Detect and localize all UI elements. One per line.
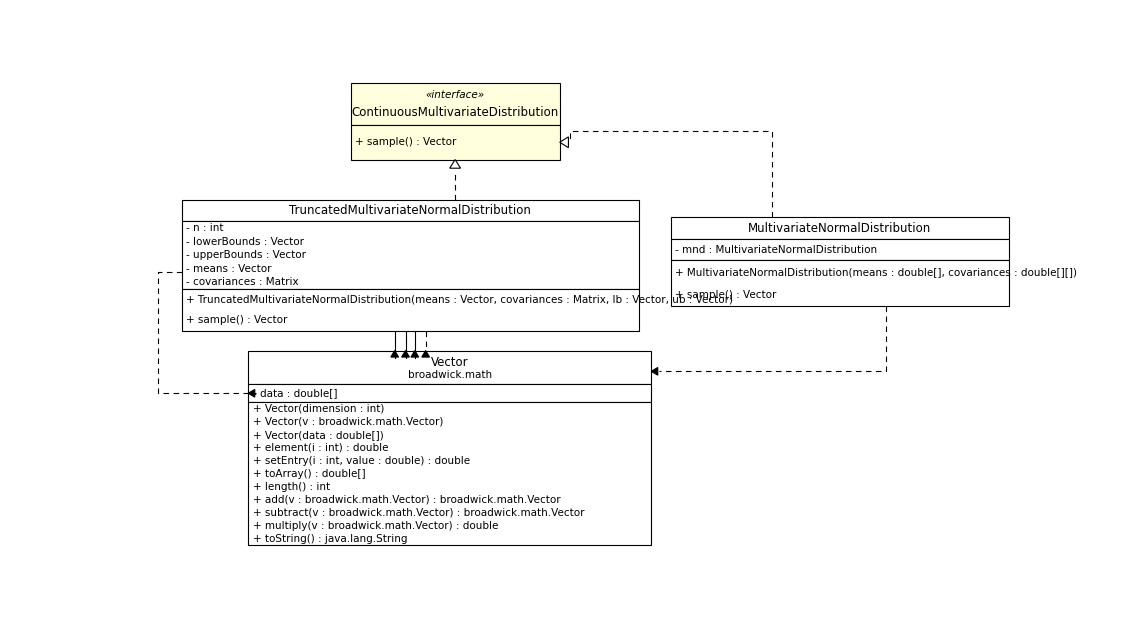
Text: + Vector(dimension : int): + Vector(dimension : int) (253, 404, 384, 414)
Text: - means : Vector: - means : Vector (186, 263, 271, 273)
Polygon shape (391, 351, 399, 357)
Text: TruncatedMultivariateNormalDistribution: TruncatedMultivariateNormalDistribution (289, 204, 531, 217)
Text: Vector: Vector (431, 356, 469, 369)
Polygon shape (651, 368, 658, 375)
Text: - data : double[]: - data : double[] (253, 388, 338, 398)
Text: + Vector(data : double[]): + Vector(data : double[]) (253, 430, 383, 440)
Text: «interface»: «interface» (426, 90, 485, 100)
Text: - mnd : MultivariateNormalDistribution: - mnd : MultivariateNormalDistribution (676, 245, 877, 255)
Text: + length() : int: + length() : int (253, 482, 330, 492)
Polygon shape (249, 389, 254, 397)
Text: + multiply(v : broadwick.math.Vector) : double: + multiply(v : broadwick.math.Vector) : … (253, 521, 498, 531)
Bar (350, 82, 559, 125)
Text: + element(i : int) : double: + element(i : int) : double (253, 442, 389, 452)
Bar (670, 239, 1009, 260)
Text: + Vector(v : broadwick.math.Vector): + Vector(v : broadwick.math.Vector) (253, 417, 443, 427)
Bar (182, 289, 638, 331)
Bar (249, 351, 651, 384)
Text: broadwick.math: broadwick.math (408, 370, 492, 380)
Bar (182, 221, 638, 289)
Text: + sample() : Vector: + sample() : Vector (186, 315, 287, 325)
Text: + TruncatedMultivariateNormalDistribution(means : Vector, covariances : Matrix, : + TruncatedMultivariateNormalDistributio… (186, 295, 733, 305)
Text: + setEntry(i : int, value : double) : double: + setEntry(i : int, value : double) : do… (253, 456, 470, 466)
Bar (670, 260, 1009, 306)
Text: - covariances : Matrix: - covariances : Matrix (186, 277, 298, 287)
Bar (670, 217, 1009, 239)
Text: ContinuousMultivariateDistribution: ContinuousMultivariateDistribution (351, 105, 558, 119)
Text: + toString() : java.lang.String: + toString() : java.lang.String (253, 534, 407, 544)
Bar (182, 200, 638, 221)
Polygon shape (411, 351, 419, 357)
Text: + sample() : Vector: + sample() : Vector (355, 137, 457, 147)
Text: - lowerBounds : Vector: - lowerBounds : Vector (186, 236, 304, 246)
Text: + subtract(v : broadwick.math.Vector) : broadwick.math.Vector: + subtract(v : broadwick.math.Vector) : … (253, 508, 584, 518)
Bar (350, 125, 559, 160)
Text: + MultivariateNormalDistribution(means : double[], covariances : double[][]): + MultivariateNormalDistribution(means :… (676, 267, 1077, 277)
Polygon shape (559, 137, 568, 148)
Bar (249, 402, 651, 545)
Text: + sample() : Vector: + sample() : Vector (676, 290, 776, 300)
Text: - upperBounds : Vector: - upperBounds : Vector (186, 250, 306, 260)
Polygon shape (421, 351, 429, 357)
Polygon shape (401, 351, 409, 357)
Text: + toArray() : double[]: + toArray() : double[] (253, 469, 365, 479)
Text: MultivariateNormalDistribution: MultivariateNormalDistribution (748, 222, 931, 235)
Text: - n : int: - n : int (186, 223, 224, 233)
Polygon shape (450, 160, 461, 168)
Text: + add(v : broadwick.math.Vector) : broadwick.math.Vector: + add(v : broadwick.math.Vector) : broad… (253, 495, 560, 505)
Bar (249, 384, 651, 402)
